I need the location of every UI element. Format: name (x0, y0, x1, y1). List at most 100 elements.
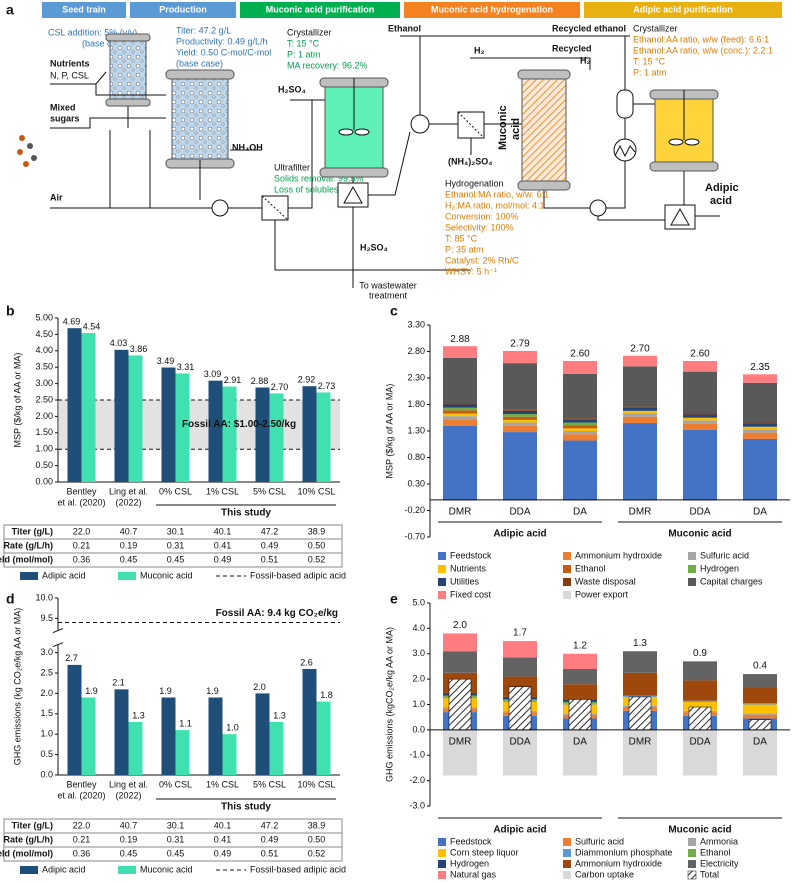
stream-label: To wastewater (359, 280, 417, 290)
stage-label: Seed train (62, 4, 106, 14)
bar (175, 730, 190, 775)
bar (67, 328, 82, 482)
x-tick-label: DMR (449, 507, 472, 518)
y-tick-label: 0.30 (407, 478, 425, 488)
y-tick-label: 0.80 (407, 452, 425, 462)
bar-segment (683, 729, 717, 776)
stage-bar (404, 2, 580, 18)
input-label: NH₄OH (232, 142, 263, 152)
bar-segment (623, 410, 657, 414)
hydrogenation-reactor (517, 69, 571, 191)
axis-break (52, 642, 64, 648)
y-tick-label: 0.5 (40, 749, 53, 759)
value-label: 4.69 (63, 317, 81, 327)
input-label: Nutrients (50, 58, 90, 68)
bar-segment (563, 729, 597, 776)
table-cell: 0.45 (120, 554, 138, 564)
legend-swatch (20, 572, 38, 580)
y-tick-label: 4.50 (35, 329, 53, 339)
equipment-label: Crystallizer (287, 27, 332, 37)
bar (222, 734, 237, 775)
x-tick-label: et al. (2020) (57, 497, 105, 507)
legend-swatch (687, 870, 697, 880)
bar-segment (563, 373, 597, 419)
x-tick-label: Bentley (66, 486, 97, 496)
stage-bar (240, 2, 400, 18)
table-row-label: Titer (g/L) (12, 820, 53, 830)
table-cell: 0.36 (73, 848, 91, 858)
legend-swatch (20, 866, 38, 874)
bar-segment (683, 420, 717, 424)
value-label: 1.9 (206, 686, 219, 696)
y-tick-label: 1.0 (412, 699, 425, 709)
value-label: 2.1 (112, 678, 125, 688)
bar-segment (563, 425, 597, 429)
y-tick-label: 0.0 (412, 724, 425, 734)
bar-segment (563, 419, 597, 423)
equipment-label: Crystallizer (633, 23, 678, 33)
bar-segment (503, 729, 537, 776)
bar-segment (743, 713, 777, 715)
value-label: 1.7 (513, 628, 527, 639)
legend-swatch (438, 591, 446, 599)
process-diagram: a Seed train Production Muconic acid pur… (6, 2, 782, 300)
y-tick-label: 10.0 (35, 592, 53, 602)
legend-swatch (563, 860, 571, 868)
y-tick-label: 1.80 (407, 399, 425, 409)
bar-segment (683, 700, 717, 702)
bar-segment (743, 499, 777, 501)
bar-segment (743, 423, 777, 427)
legend-label: Electricity (700, 858, 739, 868)
y-axis-title: GHG emissions (kgCO₂e/kg AA or MA) (384, 627, 394, 782)
legend-swatch (438, 871, 446, 879)
table-cell: 0.41 (214, 540, 232, 550)
note: T: 15 °C (287, 38, 320, 48)
legend-swatch (438, 565, 446, 573)
table-row-label: Yield (mol/mol) (0, 848, 53, 858)
table-cell: 0.21 (73, 540, 91, 550)
value-label: 1.3 (273, 710, 286, 720)
note: P: 35 atm (445, 244, 484, 254)
table-cell: 0.19 (120, 834, 138, 844)
separator (664, 204, 696, 230)
legend-label: Fossil-based adipic acid (250, 864, 346, 874)
y-tick-label: 1.0 (40, 729, 53, 739)
value-label: 2.6 (300, 657, 313, 667)
value-label: 2.79 (510, 339, 530, 350)
note: Conversion: 100% (445, 211, 519, 221)
table-cell: 30.1 (167, 526, 185, 536)
total-bar (748, 719, 772, 731)
reference-label: Fossil AA: 9.4 kg CO₂e/kg (216, 608, 338, 619)
legend-swatch (688, 838, 696, 846)
table-cell: 0.41 (214, 834, 232, 844)
table-cell: 0.45 (120, 848, 138, 858)
legend-label: Waste disposal (575, 576, 636, 586)
legend-swatch (563, 838, 571, 846)
bar-segment (503, 414, 537, 417)
x-tick-label: Ling et al. (109, 486, 148, 496)
bar-segment (443, 425, 477, 500)
y-tick-label: 1.5 (40, 708, 53, 718)
bar (269, 393, 284, 482)
bar-segment (683, 361, 717, 372)
legend-swatch (118, 572, 136, 580)
legend-label: Ethanol (700, 847, 731, 857)
total-bar (628, 696, 652, 731)
bar (81, 697, 96, 775)
y-tick-label: 2.80 (407, 346, 425, 356)
y-tick-label: 1.50 (35, 427, 53, 437)
total-bar (448, 678, 472, 731)
stream-label: H₂SO₄ (360, 242, 388, 252)
bar-segment (743, 429, 777, 433)
bar-segment (563, 440, 597, 500)
product-label: acid (710, 195, 732, 207)
y-tick-label: 2.50 (35, 394, 53, 404)
table-cell: 0.49 (214, 848, 232, 858)
x-tick-label: DA (753, 507, 767, 518)
legend-swatch (563, 578, 571, 586)
table-cell: 0.49 (261, 540, 279, 550)
legend-label: Ammonia (700, 836, 738, 846)
bar-segment (503, 499, 537, 501)
x-tick-label: 0% CSL (159, 486, 192, 496)
bar-segment (683, 413, 717, 415)
